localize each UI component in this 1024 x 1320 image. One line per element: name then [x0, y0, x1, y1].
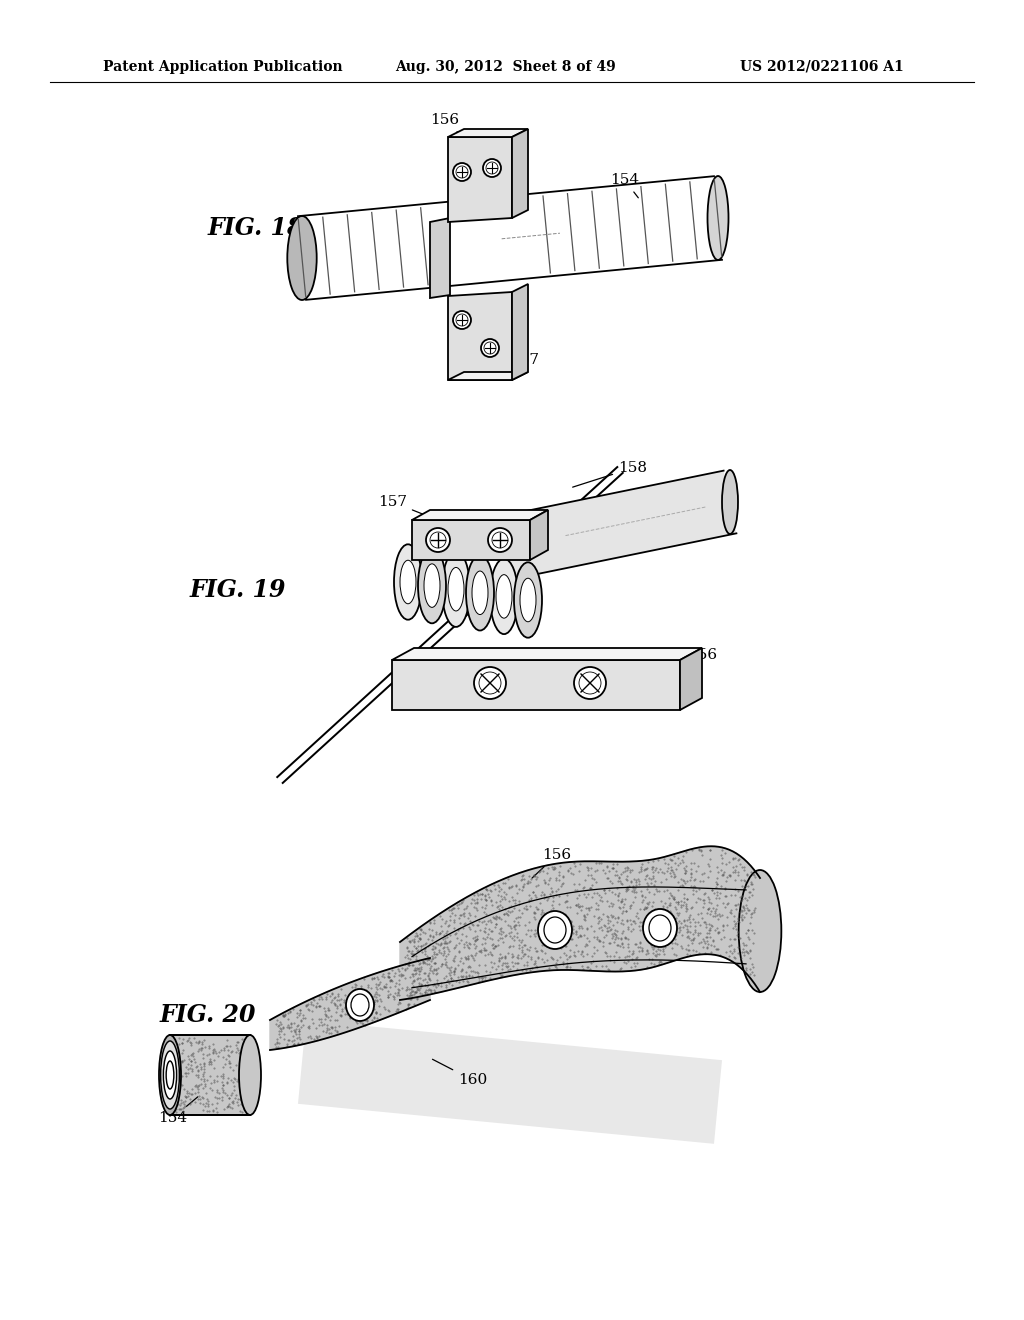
- Ellipse shape: [424, 564, 440, 607]
- Ellipse shape: [418, 548, 446, 623]
- Ellipse shape: [738, 870, 781, 993]
- Text: 160: 160: [432, 1059, 487, 1086]
- Text: Patent Application Publication: Patent Application Publication: [103, 59, 343, 74]
- Ellipse shape: [514, 562, 542, 638]
- Polygon shape: [680, 648, 702, 710]
- Ellipse shape: [538, 911, 572, 949]
- Ellipse shape: [239, 1035, 261, 1115]
- Polygon shape: [400, 846, 760, 1001]
- Ellipse shape: [466, 556, 494, 631]
- Ellipse shape: [449, 568, 464, 611]
- Ellipse shape: [544, 917, 566, 942]
- Circle shape: [481, 339, 499, 356]
- Ellipse shape: [490, 558, 518, 634]
- Polygon shape: [449, 129, 528, 137]
- Ellipse shape: [394, 544, 422, 619]
- Ellipse shape: [643, 909, 677, 946]
- Circle shape: [574, 667, 606, 700]
- Ellipse shape: [164, 1051, 176, 1100]
- Text: 157: 157: [493, 348, 539, 367]
- Ellipse shape: [722, 470, 738, 535]
- Text: 154: 154: [158, 1097, 198, 1125]
- Circle shape: [426, 528, 450, 552]
- Ellipse shape: [346, 989, 374, 1020]
- Polygon shape: [170, 1035, 250, 1115]
- Circle shape: [483, 158, 501, 177]
- Ellipse shape: [442, 552, 470, 627]
- Polygon shape: [270, 958, 430, 1049]
- Polygon shape: [449, 137, 512, 222]
- Ellipse shape: [161, 1041, 179, 1109]
- Circle shape: [474, 667, 506, 700]
- Polygon shape: [298, 1020, 722, 1144]
- Text: FIG. 18: FIG. 18: [208, 216, 304, 240]
- Polygon shape: [449, 372, 528, 380]
- Text: 156: 156: [623, 648, 717, 669]
- Ellipse shape: [496, 574, 512, 618]
- Ellipse shape: [166, 1061, 174, 1089]
- Polygon shape: [449, 292, 512, 380]
- Polygon shape: [530, 510, 548, 560]
- Polygon shape: [392, 648, 702, 660]
- Circle shape: [453, 312, 471, 329]
- Polygon shape: [512, 284, 528, 380]
- Text: FIG. 20: FIG. 20: [160, 1003, 256, 1027]
- Text: Aug. 30, 2012  Sheet 8 of 49: Aug. 30, 2012 Sheet 8 of 49: [395, 59, 615, 74]
- Ellipse shape: [400, 560, 416, 603]
- Circle shape: [488, 528, 512, 552]
- Text: 156: 156: [532, 847, 571, 878]
- Text: US 2012/0221106 A1: US 2012/0221106 A1: [740, 59, 904, 74]
- Ellipse shape: [649, 915, 671, 941]
- Ellipse shape: [351, 994, 369, 1016]
- Ellipse shape: [708, 176, 728, 260]
- Text: 154: 154: [610, 173, 639, 198]
- Text: 158: 158: [572, 461, 647, 487]
- Ellipse shape: [159, 1035, 181, 1115]
- Polygon shape: [488, 471, 736, 581]
- Text: 157: 157: [378, 495, 447, 524]
- Polygon shape: [512, 129, 528, 218]
- Polygon shape: [392, 660, 680, 710]
- Text: FIG. 19: FIG. 19: [190, 578, 287, 602]
- Text: 156: 156: [430, 114, 464, 139]
- Ellipse shape: [288, 216, 316, 300]
- Polygon shape: [412, 510, 548, 520]
- Ellipse shape: [520, 578, 536, 622]
- Polygon shape: [430, 218, 450, 298]
- Polygon shape: [412, 520, 530, 560]
- Circle shape: [453, 162, 471, 181]
- Ellipse shape: [472, 572, 488, 615]
